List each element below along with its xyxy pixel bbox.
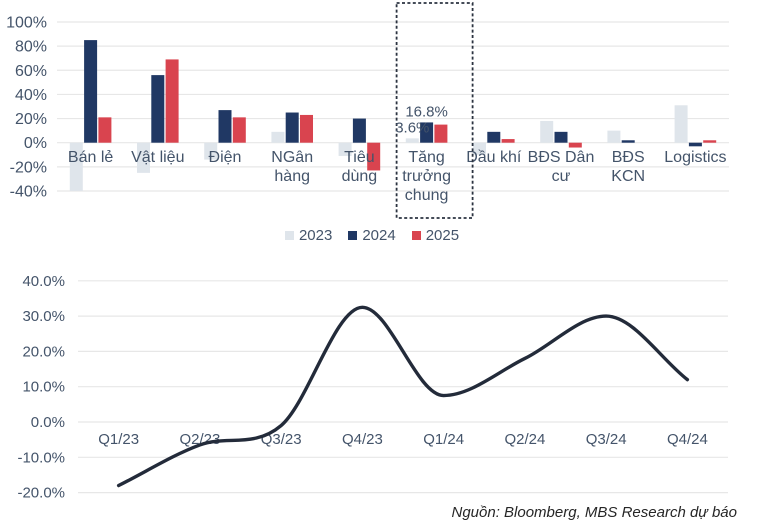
svg-text:Q1/23: Q1/23 [98, 431, 139, 448]
svg-text:60%: 60% [15, 63, 47, 80]
source-note: Nguồn: Bloomberg, MBS Research dự báo [451, 504, 738, 521]
svg-text:-10.0%: -10.0% [17, 449, 65, 466]
legend-label-2025: 2025 [425, 226, 460, 244]
x-axis-labels: Q1/23 Q2/23 Q3/23 Q4/23 Q1/24 Q2/24 Q3/24 Q4/24 [98, 431, 708, 448]
svg-text:Điện: Điện [209, 149, 242, 166]
svg-text:80%: 80% [15, 39, 47, 56]
svg-text:-40%: -40% [10, 183, 47, 200]
svg-text:10.0%: 10.0% [22, 379, 65, 396]
category-labels: Bán lẻ Vật liệu Điện NGân hàng Tiêu dùng Tăng tr… [68, 149, 727, 204]
y-axis-labels: -20.0% -10.0% 0.0% 10.0% 20.0% 30.0% 40.0% [17, 273, 65, 502]
svg-text:100%: 100% [6, 15, 47, 32]
svg-text:Vật liệu: Vật liệu [131, 149, 184, 166]
svg-text:Q3/23: Q3/23 [261, 431, 302, 448]
highlight-dashed-box [395, 2, 474, 219]
svg-text:Logistics: Logistics [664, 149, 726, 166]
svg-text:40.0%: 40.0% [22, 273, 65, 290]
legend-item-2023: 2023 [284, 226, 333, 244]
svg-text:Dầu khí: Dầu khí [466, 149, 522, 166]
svg-text:3.6%: 3.6% [395, 119, 429, 136]
data-labels: 16.8%3.6% [395, 103, 448, 136]
svg-text:Bán lẻ: Bán lẻ [68, 149, 113, 166]
svg-text:20.0%: 20.0% [22, 343, 65, 360]
svg-text:Q4/23: Q4/23 [342, 431, 383, 448]
growth-line-series [116, 305, 690, 488]
bars-2024 [84, 40, 702, 147]
svg-text:0.0%: 0.0% [31, 414, 65, 431]
sector-earnings-growth-bar-chart: -40% -20% 0% 20% 40% 60% 80% 100% Bán lẻ Vật liệu… [6, 2, 729, 219]
gridlines [78, 280, 728, 494]
legend-label-2023: 2023 [298, 226, 333, 244]
svg-text:Q2/24: Q2/24 [504, 431, 545, 448]
y-axis-labels: -40% -20% 0% 20% 40% 60% 80% 100% [6, 15, 47, 201]
svg-text:20%: 20% [15, 111, 47, 128]
legend-swatch-2025 [411, 230, 421, 240]
svg-text:-20.0%: -20.0% [17, 485, 65, 502]
legend-swatch-2024 [348, 230, 358, 240]
svg-text:40%: 40% [15, 87, 47, 104]
quarterly-earnings-growth-line-chart: -20.0% -10.0% 0.0% 10.0% 20.0% 30.0% 40.0% Q1/2… [17, 273, 728, 502]
svg-text:Q4/24: Q4/24 [667, 431, 708, 448]
svg-text:16.8%: 16.8% [405, 103, 448, 120]
svg-text:Q1/24: Q1/24 [423, 431, 464, 448]
legend-swatch-2023 [284, 230, 294, 240]
bars-2023 [69, 105, 688, 191]
svg-text:-20%: -20% [10, 159, 47, 176]
legend-item-2024: 2024 [348, 226, 396, 244]
legend-item-2025: 2025 [411, 226, 460, 244]
bar-chart-legend: 2023 2024 2025 [0, 224, 744, 246]
svg-text:30.0%: 30.0% [22, 308, 65, 325]
svg-text:Q3/24: Q3/24 [586, 431, 627, 448]
svg-text:0%: 0% [24, 135, 47, 152]
bars-2025 [98, 59, 717, 171]
legend-label-2024: 2024 [362, 226, 396, 244]
